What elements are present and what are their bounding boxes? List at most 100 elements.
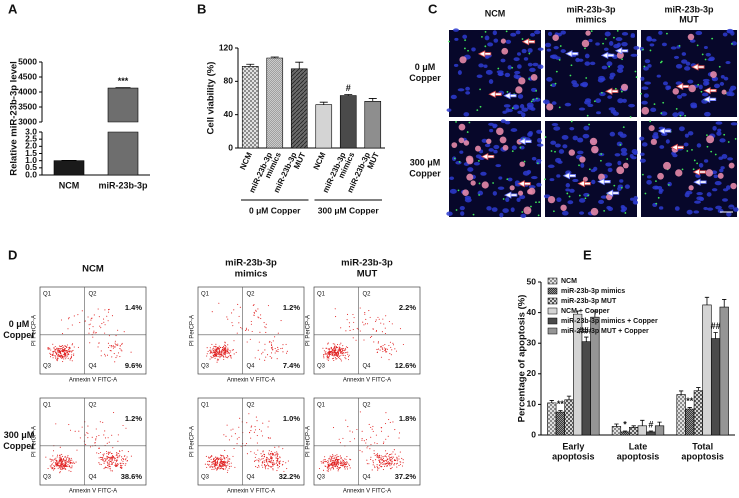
nucleus — [488, 148, 494, 152]
event-dot — [52, 351, 54, 353]
event-dot — [120, 465, 122, 467]
event-dot — [71, 354, 73, 356]
nucleus — [702, 78, 710, 82]
nucleus — [519, 145, 525, 150]
event-dot — [370, 458, 372, 460]
event-dot — [111, 470, 114, 472]
marker-dot — [479, 88, 481, 91]
event-dot — [349, 440, 351, 443]
event-dot — [382, 469, 384, 471]
event-dot — [274, 336, 276, 338]
event-dot — [246, 422, 248, 424]
nucleus — [620, 151, 628, 156]
event-dot — [77, 346, 79, 348]
bar — [547, 402, 557, 436]
marker-dot — [458, 160, 461, 163]
event-dot — [386, 452, 388, 454]
nucleus — [650, 107, 657, 113]
nucleus — [703, 159, 709, 163]
nucleus — [704, 111, 711, 117]
bar — [315, 104, 333, 149]
event-dot — [396, 462, 398, 464]
event-dot — [356, 428, 358, 431]
nucleus — [523, 57, 529, 61]
event-dot — [224, 341, 226, 343]
nucleus — [537, 47, 544, 51]
marker-dot — [608, 65, 611, 68]
event-dot — [104, 430, 106, 432]
nucleus — [537, 64, 544, 70]
event-dot — [339, 460, 342, 462]
nucleus — [727, 157, 733, 161]
event-dot — [100, 456, 102, 458]
cell — [706, 135, 715, 144]
event-dot — [376, 453, 379, 455]
bar — [53, 160, 85, 176]
cell — [509, 185, 515, 191]
event-dot — [331, 464, 333, 467]
nucleus — [685, 61, 691, 66]
event-dot — [105, 466, 107, 468]
event-dot — [55, 461, 57, 464]
event-dot — [378, 464, 380, 466]
nucleus — [703, 81, 709, 86]
event-dot — [254, 459, 256, 462]
nucleus — [600, 195, 608, 199]
event-dot — [218, 350, 221, 352]
event-dot — [63, 458, 65, 461]
event-dot — [324, 352, 326, 354]
row-header: Copper — [409, 73, 441, 83]
quadrant-label: Q3 — [201, 364, 210, 370]
event-dot — [52, 469, 54, 471]
nucleus — [532, 62, 539, 67]
event-dot — [325, 461, 327, 463]
event-dot — [104, 458, 106, 460]
nucleus — [526, 102, 534, 108]
event-dot — [391, 349, 393, 351]
event-dot — [221, 462, 223, 464]
cell — [621, 83, 629, 91]
column-header: MUT — [357, 269, 378, 280]
event-dot — [256, 442, 258, 444]
nucleus — [630, 53, 638, 57]
nucleus — [580, 163, 585, 168]
event-dot — [276, 451, 278, 453]
nucleus — [584, 100, 592, 105]
event-dot — [211, 455, 213, 457]
row-header: 0 μM — [9, 319, 30, 329]
event-dot — [67, 464, 69, 466]
event-dot — [394, 453, 396, 455]
significance-label: ** — [686, 396, 694, 406]
event-dot — [96, 436, 98, 438]
event-dot — [233, 353, 235, 355]
event-dot — [63, 466, 65, 468]
event-dot — [361, 439, 363, 441]
marker-dot — [614, 87, 617, 90]
marker-dot — [519, 146, 522, 149]
marker-dot — [585, 77, 588, 79]
event-dot — [260, 453, 262, 455]
cell — [590, 207, 599, 216]
event-dot — [274, 455, 276, 457]
legend-label: miR-23b-3p mimics — [561, 288, 625, 295]
event-dot — [115, 454, 117, 457]
event-dot — [103, 321, 105, 323]
marker-dot — [472, 213, 475, 216]
quadrant-percent: 1.2% — [283, 303, 300, 312]
event-dot — [226, 424, 228, 426]
event-dot — [45, 456, 47, 458]
nucleus — [720, 166, 725, 170]
event-dot — [72, 349, 74, 351]
nucleus — [510, 207, 515, 213]
event-dot — [380, 455, 382, 457]
marker-dot — [505, 30, 508, 33]
nucleus — [526, 169, 532, 175]
event-dot — [213, 464, 215, 466]
event-dot — [364, 323, 367, 325]
event-dot — [345, 351, 347, 353]
event-dot — [353, 317, 355, 319]
event-dot — [213, 457, 215, 459]
event-dot — [227, 318, 229, 320]
event-dot — [376, 442, 378, 445]
event-dot — [95, 438, 97, 440]
